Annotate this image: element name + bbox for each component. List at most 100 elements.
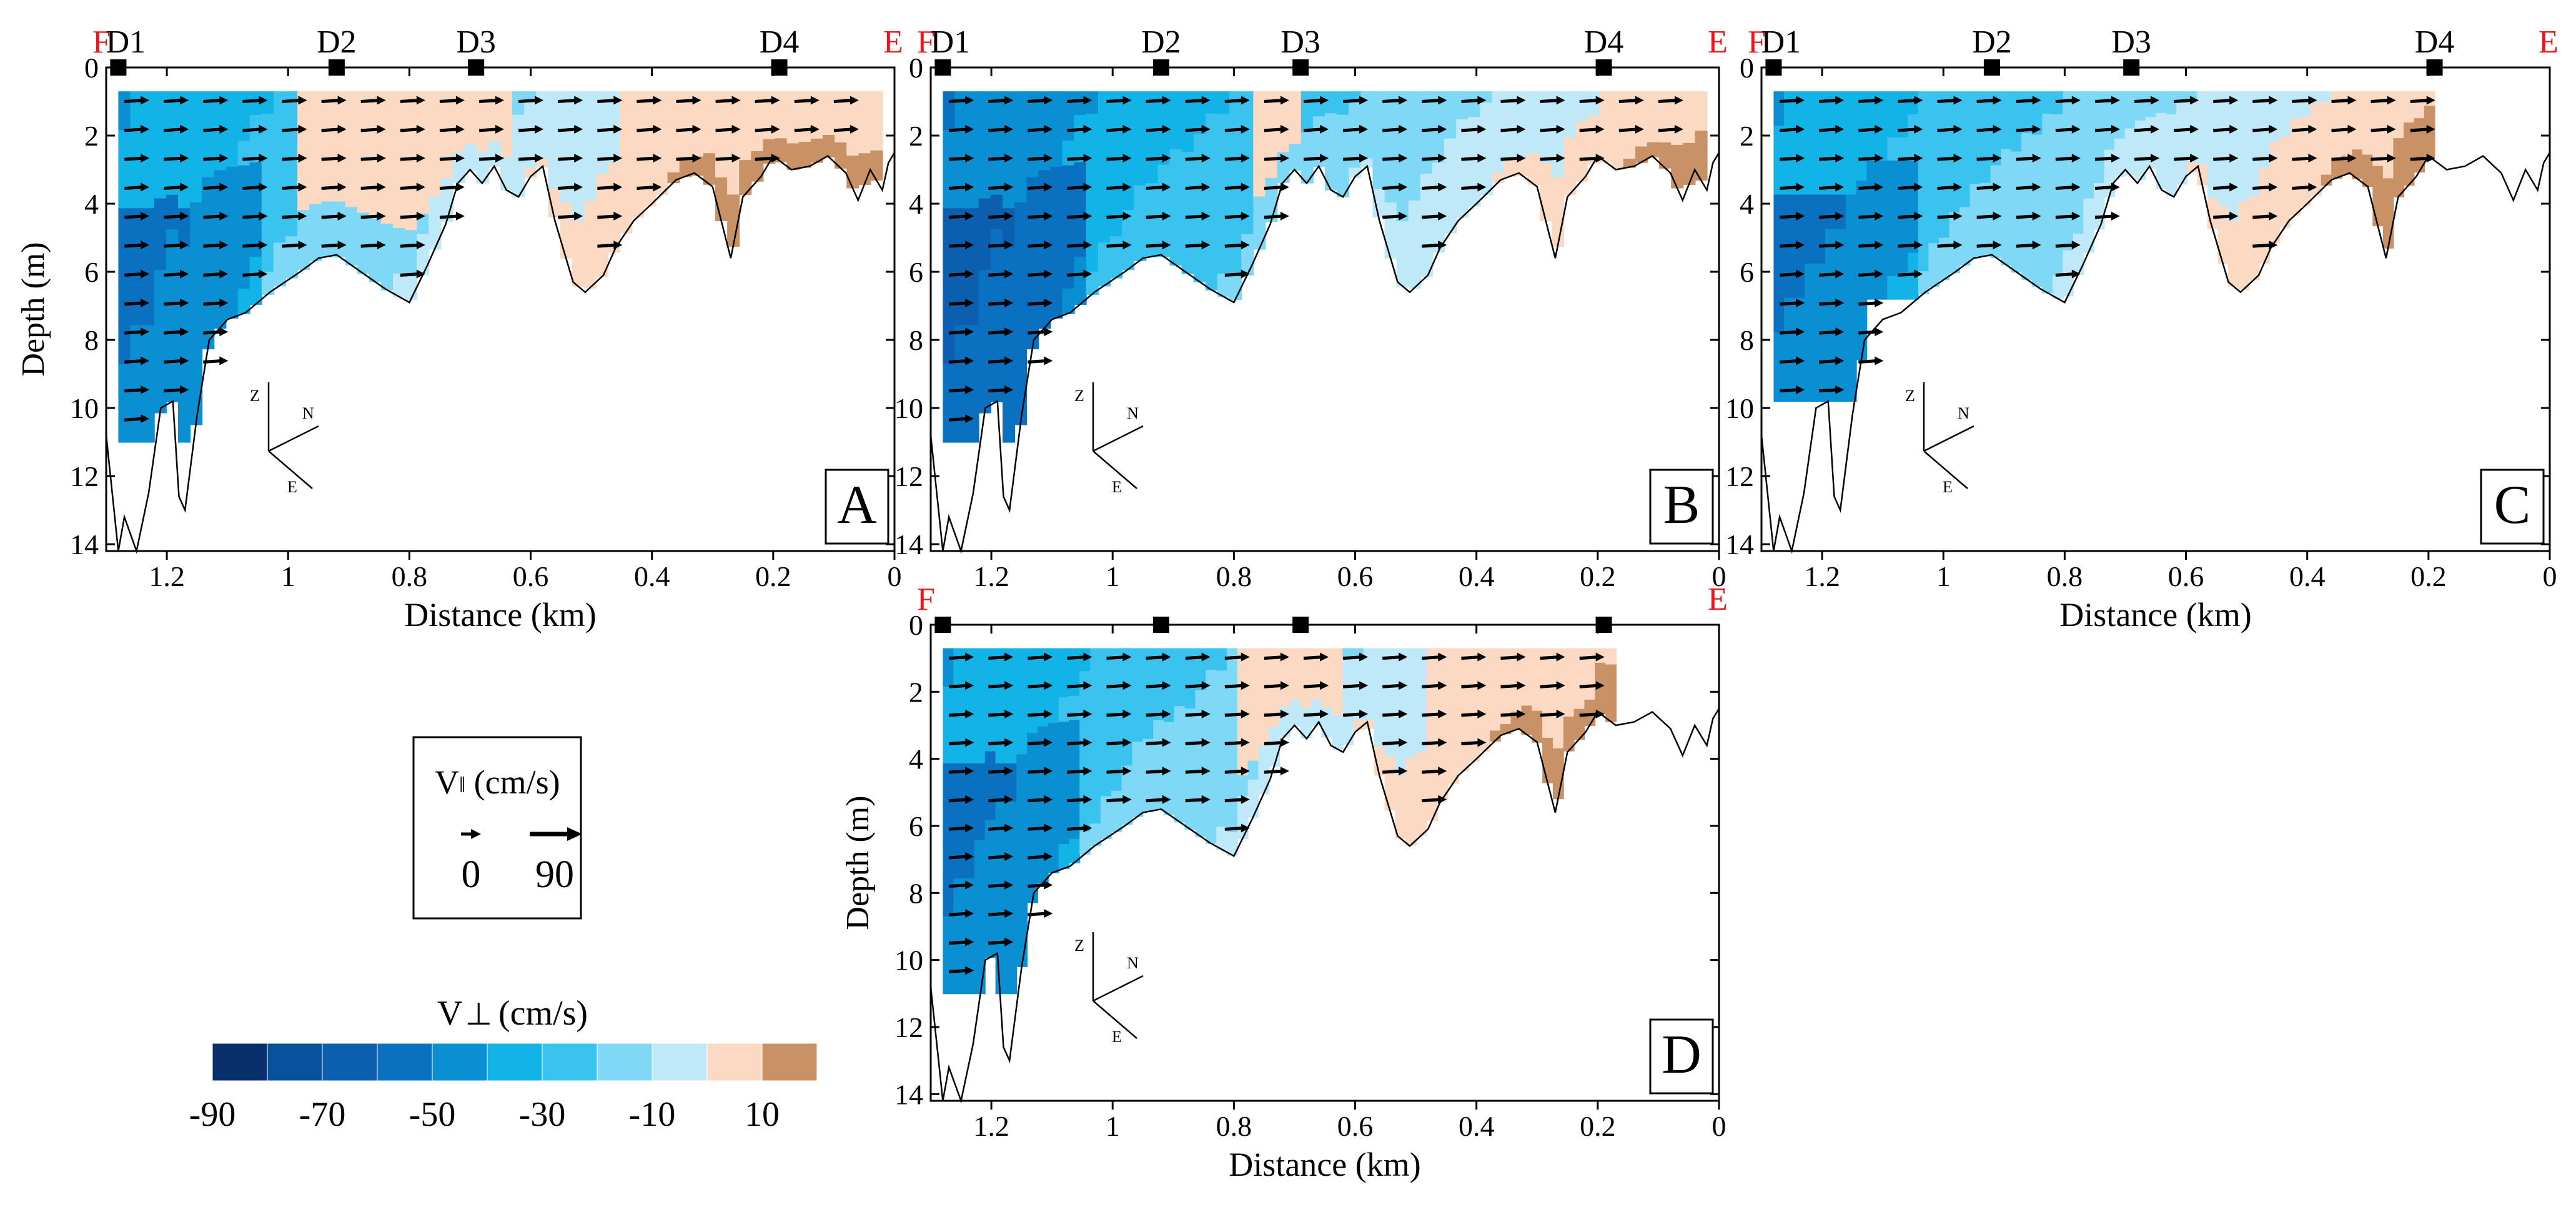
velocity-cell — [2290, 146, 2301, 161]
velocity-cell — [1109, 216, 1123, 237]
velocity-cell — [369, 218, 382, 241]
velocity-cell — [1181, 253, 1194, 274]
velocity-cell — [703, 91, 716, 102]
flow-vector — [1028, 712, 1047, 717]
velocity-cell — [978, 377, 991, 414]
velocity-cell — [1521, 667, 1533, 678]
velocity-cell — [2001, 226, 2012, 246]
flow-vector — [988, 186, 1008, 190]
velocity-cell — [1332, 715, 1344, 727]
velocity-cell — [1835, 229, 1847, 264]
velocity-cell — [1349, 110, 1362, 121]
flow-vector-head — [1280, 124, 1289, 134]
flow-vector-head — [771, 96, 780, 105]
velocity-cell — [2052, 252, 2064, 276]
velocity-cell — [1532, 648, 1543, 660]
velocity-cell — [1396, 221, 1409, 244]
velocity-cell — [1480, 171, 1493, 184]
velocity-cell — [1332, 737, 1344, 750]
velocity-cell — [1132, 685, 1144, 705]
flow-vector — [360, 127, 380, 132]
velocity-cell — [297, 190, 310, 211]
flow-vector-head — [1201, 154, 1211, 163]
velocity-cell — [2156, 134, 2167, 146]
velocity-cell — [1405, 713, 1417, 737]
velocity-cell — [1312, 107, 1325, 117]
velocity-cell — [691, 110, 704, 120]
velocity-cell — [2073, 172, 2084, 194]
velocity-cell — [1146, 146, 1159, 166]
velocity-cell — [943, 403, 956, 443]
flow-vector-head — [1835, 211, 1845, 221]
velocity-cell — [464, 135, 477, 145]
velocity-cell — [1014, 128, 1028, 166]
velocity-cell — [1312, 116, 1325, 126]
flow-vector-head — [1835, 356, 1845, 365]
velocity-cell — [1605, 672, 1617, 682]
velocity-cell — [1277, 101, 1290, 112]
flow-vector-head — [1835, 269, 1845, 279]
velocity-cell — [1337, 161, 1350, 174]
velocity-cell — [2124, 137, 2136, 148]
velocity-cell — [620, 201, 633, 218]
flow-vector — [2055, 156, 2074, 161]
velocity-cell — [1395, 711, 1407, 733]
velocity-cell — [2238, 245, 2249, 269]
flow-vector-head — [2426, 96, 2435, 105]
velocity-cell — [1980, 109, 1991, 129]
flow-vector — [1342, 655, 1362, 660]
velocity-cell — [1540, 134, 1553, 150]
flow-vector-head — [1241, 767, 1250, 776]
velocity-cell — [1342, 733, 1354, 745]
velocity-cell — [2382, 108, 2394, 127]
flow-vector-head — [653, 154, 662, 163]
velocity-cell — [536, 116, 549, 126]
flow-vector — [1224, 272, 1244, 277]
velocity-cell — [1069, 838, 1081, 863]
velocity-cell — [1552, 665, 1564, 683]
velocity-cell — [476, 111, 489, 122]
flow-vector — [282, 214, 301, 219]
velocity-cell — [1897, 160, 1909, 184]
flow-vector-head — [1122, 652, 1132, 662]
colorbar-swatch — [377, 1043, 433, 1081]
flow-vector — [1779, 156, 1799, 161]
flow-vector-head — [731, 96, 741, 105]
velocity-cell — [1279, 658, 1291, 668]
flow-vector-head — [416, 241, 425, 250]
velocity-cell — [1265, 120, 1278, 136]
velocity-cell — [1815, 194, 1826, 230]
velocity-cell — [154, 306, 167, 342]
x-tick-label: 0.2 — [755, 560, 791, 592]
velocity-cell — [130, 403, 143, 443]
flow-vector — [794, 99, 813, 104]
velocity-cell — [2279, 91, 2291, 107]
velocity-cell — [1310, 700, 1322, 709]
velocity-cell — [1163, 777, 1175, 797]
flow-vector-head — [1004, 937, 1014, 946]
flow-vector-head — [141, 96, 150, 105]
velocity-cell — [1002, 91, 1016, 131]
flow-vector-head — [1241, 823, 1250, 833]
velocity-cell — [1480, 160, 1493, 172]
velocity-cell — [1217, 205, 1231, 229]
velocity-cell — [464, 91, 477, 101]
velocity-cell — [1253, 179, 1266, 197]
velocity-cell — [1671, 102, 1684, 114]
velocity-cell — [2031, 221, 2043, 244]
velocity-cell — [1325, 157, 1338, 169]
flow-vector-head — [377, 211, 386, 221]
velocity-cell — [1444, 201, 1457, 218]
velocity-cell — [118, 91, 131, 131]
velocity-cell — [1805, 332, 1816, 368]
velocity-cell — [1216, 715, 1228, 738]
velocity-cell — [1647, 149, 1660, 157]
flow-vector — [1067, 769, 1086, 774]
velocity-cell — [2114, 129, 2126, 139]
velocity-cell — [2403, 112, 2415, 124]
flow-vector — [1819, 127, 1838, 132]
velocity-cell — [536, 158, 549, 167]
velocity-cell — [715, 106, 728, 121]
velocity-cell — [1599, 107, 1612, 116]
velocity-cell — [1835, 297, 1847, 333]
